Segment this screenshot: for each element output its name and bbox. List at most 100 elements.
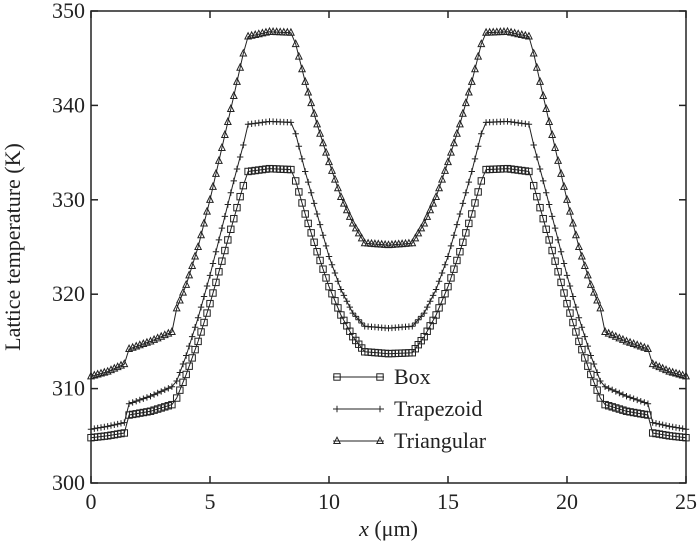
data-point [324,157,334,166]
data-point [551,224,559,232]
data-point [429,198,438,207]
data-point [239,48,248,57]
data-point [194,242,203,251]
data-point [468,168,475,175]
data-point [349,309,356,317]
data-point [568,218,577,227]
data-point [313,248,321,256]
data-point [348,218,357,227]
data-point [200,293,208,300]
data-point [596,303,605,312]
data-point [438,269,446,277]
data-point [322,147,331,156]
data-point [514,29,523,38]
data-point [188,354,196,362]
data-point [649,419,656,426]
data-point [536,76,545,85]
data-point [643,344,652,353]
data-point [352,313,359,320]
data-point [554,155,563,164]
data-point [581,354,589,362]
data-point [133,397,140,405]
data-point [185,270,194,279]
data-point [304,87,313,96]
data-point [175,295,184,304]
data-point [470,64,479,73]
data-point [655,362,664,371]
data-point [596,394,605,402]
data-point [176,386,184,394]
data-point [637,397,644,405]
legend-marker [333,373,341,381]
data-point [461,98,470,107]
data-point [557,168,566,177]
data-point [200,218,209,227]
data-point [136,396,143,404]
x-tick-label: 15 [437,489,459,514]
data-point [203,282,211,290]
data-point [330,174,339,183]
data-point [200,318,208,327]
data-point [211,168,220,177]
data-point [294,51,303,60]
data-point [578,324,586,331]
legend-marker [375,436,385,445]
data-point [420,218,429,227]
data-point [524,31,533,40]
data-point [630,395,637,402]
data-point [644,400,652,407]
data-point [236,192,244,201]
data-point [586,279,595,288]
y-tick-label: 340 [52,92,85,117]
data-point [525,167,533,176]
data-point [548,129,557,138]
data-point [601,383,609,390]
data-point [462,189,470,196]
data-point [191,251,200,260]
data-point [230,177,237,185]
data-point [168,383,176,390]
data-point [414,228,423,237]
data-point [545,201,553,208]
data-point [185,362,193,370]
data-point [626,394,634,401]
data-point [557,248,565,255]
x-tick-label: 10 [318,489,340,514]
data-point [601,327,610,336]
ticks-layer: 0 5 10 15 20 25 300 310 320 330 340 350 [52,0,697,514]
data-point [212,248,220,255]
data-point [106,365,116,374]
data-point [563,272,571,279]
data-point [354,228,363,237]
data-point [161,386,168,394]
data-point [548,246,556,255]
data-point [182,279,191,288]
data-point [179,360,187,368]
data-point [209,260,217,267]
data-point [465,219,473,228]
data-point [478,130,485,137]
data-point [557,278,565,287]
data-point [444,253,452,260]
legend-item-triangular: Triangular [332,428,487,453]
data-point [209,289,217,297]
data-point [665,366,674,375]
data-point [125,400,133,407]
data-point [587,352,594,359]
data-point [641,399,648,406]
plot-frame [90,10,687,484]
series-trapezoid [87,118,690,433]
data-point [536,165,544,173]
data-point [191,324,199,331]
data-point [432,311,440,319]
data-point [530,141,537,149]
data-point [220,129,229,138]
data-point [328,290,336,298]
series-layer [86,26,691,442]
data-point [197,303,205,311]
data-point [226,104,235,112]
data-point [104,423,111,430]
data-point [458,108,467,117]
data-point [188,260,197,269]
data-point [533,192,541,201]
